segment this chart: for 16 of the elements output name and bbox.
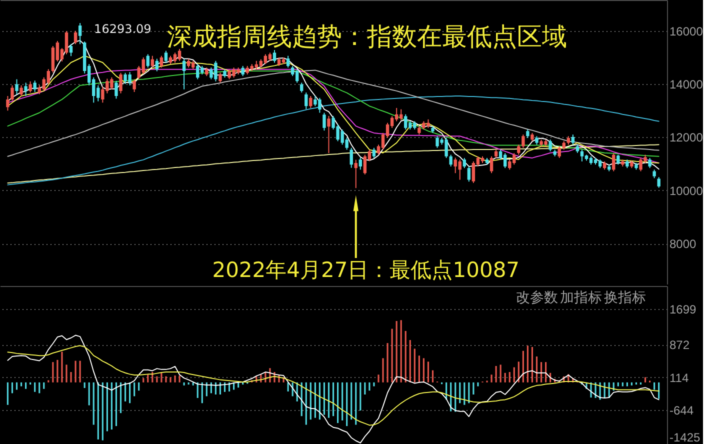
y-tick-label: 14000 — [670, 78, 704, 92]
y-tick-label: 114 — [670, 370, 689, 385]
annotation: 加指标 — [560, 290, 602, 306]
annotation: 2022年4月27日：最低点10087 — [212, 258, 520, 282]
y-tick-label: 1699 — [670, 302, 697, 316]
y-tick-label: 872 — [670, 338, 690, 352]
annotation: 16293.09 — [94, 22, 152, 36]
annotation: 换指标 — [604, 290, 646, 306]
y-tick-label: 8000 — [670, 237, 697, 252]
y-tick-label: 12000 — [670, 130, 704, 145]
y-tick-label: 10000 — [670, 184, 704, 198]
y-tick-label: 16000 — [670, 24, 704, 38]
y-tick-label: -644 — [670, 404, 694, 418]
annotation: 改参数 — [516, 290, 558, 306]
y-tick-label: -1425 — [670, 430, 701, 444]
text: 深成指周线趋势：指数在最低点区域 — [166, 22, 567, 51]
